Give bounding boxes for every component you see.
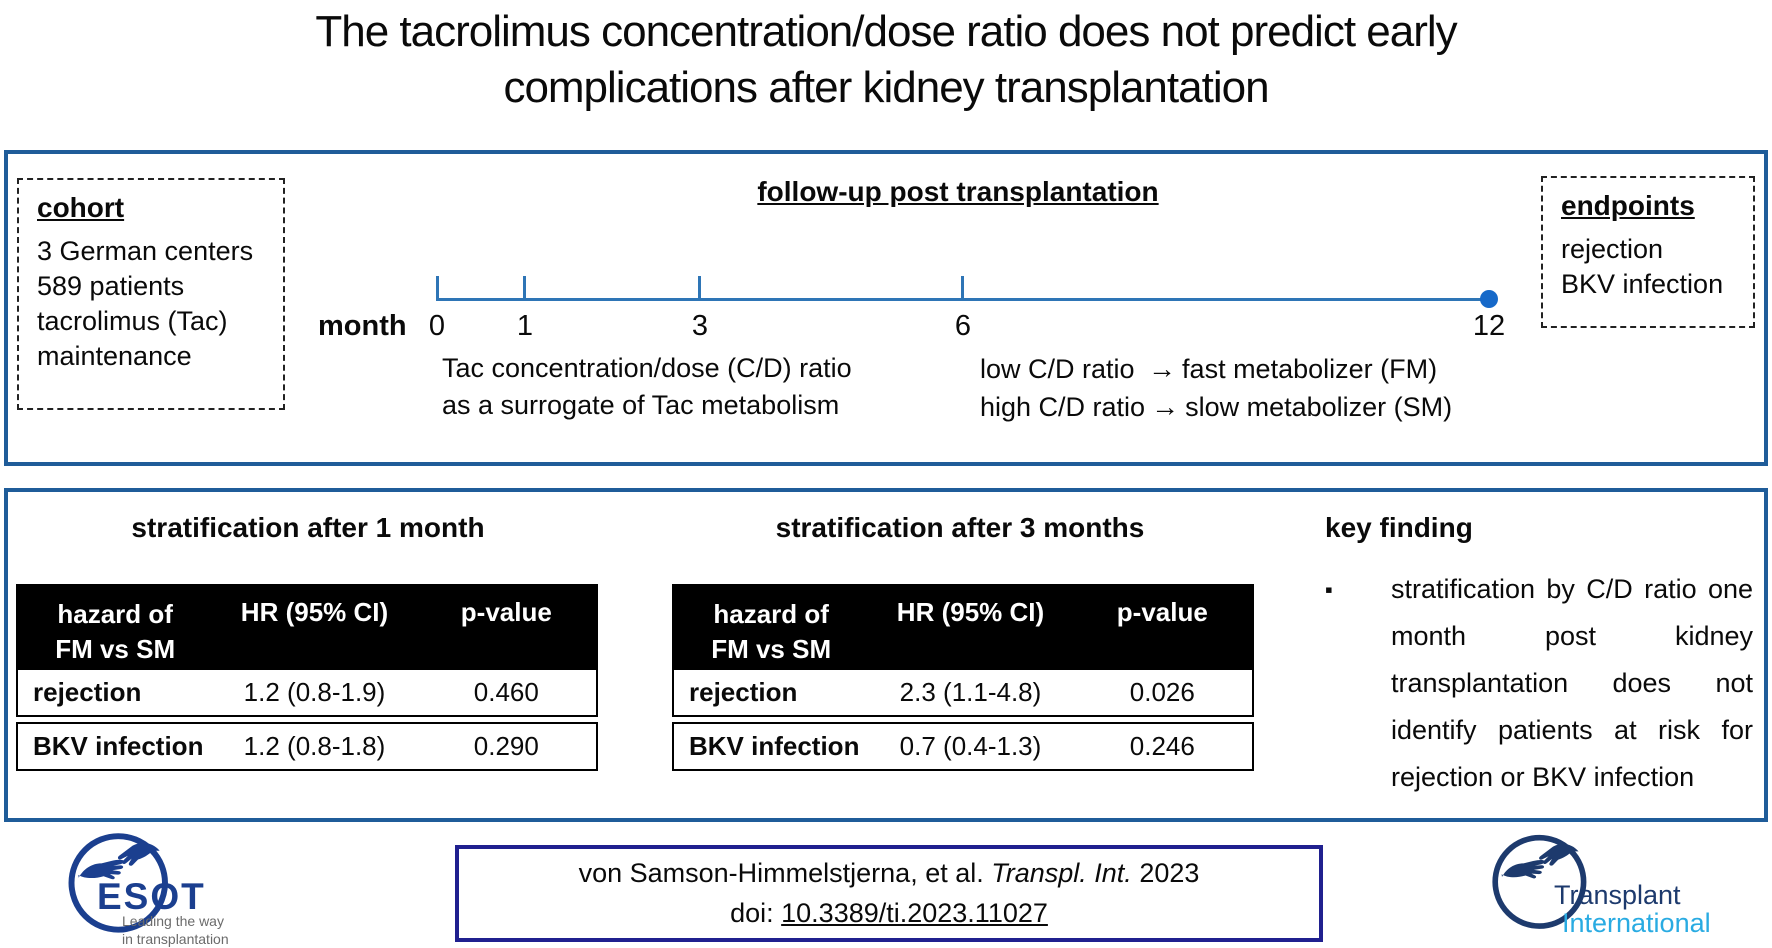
header-hazard-line2: FM vs SM: [55, 634, 176, 664]
timeline-tick-1: [523, 276, 526, 301]
row-pvalue: 0.290: [473, 731, 539, 761]
header-hazard-line1: hazard of: [57, 599, 173, 629]
row-label: BKV infection: [689, 731, 860, 761]
bullet-icon: ▪: [1325, 577, 1333, 602]
cd-ratio-note: Tac concentration/dose (C/D) ratio as a …: [442, 350, 852, 424]
timeline-month-label: month: [318, 310, 407, 342]
header-hr: HR (95% CI): [240, 597, 389, 627]
timeline-label-0: 0: [428, 310, 446, 342]
table1-title: stratification after 1 month: [131, 512, 485, 543]
hazard-table-1-month: hazard of FM vs SM HR (95% CI) p-value r…: [16, 584, 598, 771]
fast-metabolizer-label: fast metabolizer (FM): [1182, 354, 1438, 384]
followup-heading: follow-up post transplantation: [757, 176, 1159, 207]
ti-hands-circle-icon: [1492, 834, 1587, 929]
citation-year: 2023: [1131, 858, 1200, 888]
header-pvalue: p-value: [1116, 597, 1208, 627]
page-title-line2: complications after kidney transplantati…: [503, 63, 1269, 112]
timeline-tick-0: [436, 276, 439, 301]
citation-journal: Transpl. Int.: [991, 858, 1132, 888]
header-hazard: hazard of FM vs SM: [18, 586, 212, 668]
cd-ratio-note-line1: Tac concentration/dose (C/D) ratio: [442, 353, 852, 383]
citation-line: von Samson-Himmelstjerna, et al. Transpl…: [579, 858, 1200, 889]
row-hr: 0.7 (0.4-1.3): [899, 731, 1042, 761]
metabolizer-note-line1: low C/D ratio → fast metabolizer (FM): [980, 350, 1452, 388]
header-hazard-line1: hazard of: [713, 599, 829, 629]
row-pvalue: 0.026: [1129, 677, 1195, 707]
right-arrow-icon: →: [1151, 391, 1180, 422]
endpoint-line: rejection: [1561, 234, 1664, 264]
cohort-line: maintenance: [37, 341, 192, 371]
hazard-table-3-months: hazard of FM vs SM HR (95% CI) p-value r…: [672, 584, 1254, 771]
key-finding-heading: key finding: [1325, 512, 1473, 543]
row-hr: 1.2 (0.8-1.8): [243, 731, 386, 761]
row-hr: 2.3 (1.1-4.8): [899, 677, 1042, 707]
esot-tagline-line2: in transplantation: [122, 931, 229, 947]
table-row: rejection 2.3 (1.1-4.8) 0.026: [672, 668, 1254, 717]
endpoints-box: endpoints rejection BKV infection: [1541, 176, 1755, 328]
page-title-line1: The tacrolimus concentration/dose ratio …: [315, 7, 1457, 56]
timeline-label-6: 6: [954, 310, 972, 342]
results-panel: stratification after 1 month stratificat…: [4, 488, 1768, 822]
cohort-line: 3 German centers: [37, 236, 254, 266]
timeline-tick-6: [961, 276, 964, 301]
timeline-label-1: 1: [516, 310, 534, 342]
high-cd-label: high C/D ratio: [980, 392, 1146, 422]
metabolizer-note: low C/D ratio → fast metabolizer (FM) hig…: [980, 350, 1452, 426]
table-header: hazard of FM vs SM HR (95% CI) p-value: [16, 584, 598, 670]
table-header: hazard of FM vs SM HR (95% CI) p-value: [672, 584, 1254, 670]
slow-metabolizer-label: slow metabolizer (SM): [1185, 392, 1453, 422]
citation-box: von Samson-Himmelstjerna, et al. Transpl…: [455, 845, 1323, 942]
right-arrow-icon: →: [1148, 353, 1177, 384]
table2-title: stratification after 3 months: [775, 512, 1145, 543]
table-row: rejection 1.2 (0.8-1.9) 0.460: [16, 668, 598, 717]
doi-line: doi: 10.3389/ti.2023.11027: [730, 898, 1048, 929]
header-hazard-line2: FM vs SM: [711, 634, 832, 664]
timeline-endpoint-dot: [1480, 290, 1498, 308]
cd-ratio-note-line2: as a surrogate of Tac metabolism: [442, 390, 840, 420]
cohort-heading: cohort: [37, 192, 125, 223]
esot-logo: ESOT Leading the way in transplantation: [66, 826, 281, 948]
doi-link[interactable]: 10.3389/ti.2023.11027: [781, 898, 1048, 928]
header-hr: HR (95% CI): [896, 597, 1045, 627]
table-row: BKV infection 0.7 (0.4-1.3) 0.246: [672, 722, 1254, 771]
row-pvalue: 0.246: [1129, 731, 1195, 761]
study-design-panel: cohort 3 German centers 589 patients tac…: [4, 150, 1768, 466]
esot-wordmark: ESOT: [97, 876, 206, 917]
timeline-label-12: 12: [1472, 310, 1506, 342]
endpoint-line: BKV infection: [1561, 269, 1724, 299]
row-label: BKV infection: [33, 731, 204, 761]
table-row: BKV infection 1.2 (0.8-1.8) 0.290: [16, 722, 598, 771]
timeline-tick-3: [698, 276, 701, 301]
row-hr: 1.2 (0.8-1.9): [243, 677, 386, 707]
transplant-international-logo: Transplant International: [1490, 828, 1772, 943]
esot-hands-circle-icon: [68, 833, 168, 933]
page-title: The tacrolimus concentration/dose ratio …: [0, 4, 1772, 116]
timeline-label-3: 3: [691, 310, 709, 342]
row-label: rejection: [33, 677, 142, 707]
esot-tagline-line1: Leading the way: [122, 913, 224, 929]
citation-authors: von Samson-Himmelstjerna, et al.: [578, 858, 992, 888]
esot-tagline: Leading the way in transplantation: [122, 912, 229, 948]
cohort-box: cohort 3 German centers 589 patients tac…: [17, 178, 285, 410]
low-cd-label: low C/D ratio: [980, 354, 1143, 384]
metabolizer-note-line2: high C/D ratio → slow metabolizer (SM): [980, 388, 1452, 426]
key-finding-text: stratification by C/D ratio one month po…: [1391, 574, 1753, 792]
header-hazard: hazard of FM vs SM: [674, 586, 868, 668]
ti-wordmark-line2: International: [1562, 908, 1711, 938]
key-finding-block: ▪ stratification by C/D ratio one month …: [1325, 566, 1761, 801]
header-pvalue: p-value: [460, 597, 552, 627]
cohort-line: tacrolimus (Tac): [37, 306, 228, 336]
endpoints-heading: endpoints: [1561, 190, 1695, 221]
cohort-line: 589 patients: [37, 271, 185, 301]
ti-wordmark-line1: Transplant: [1554, 880, 1681, 910]
row-pvalue: 0.460: [473, 677, 539, 707]
row-label: rejection: [689, 677, 798, 707]
doi-label: doi:: [730, 898, 782, 928]
